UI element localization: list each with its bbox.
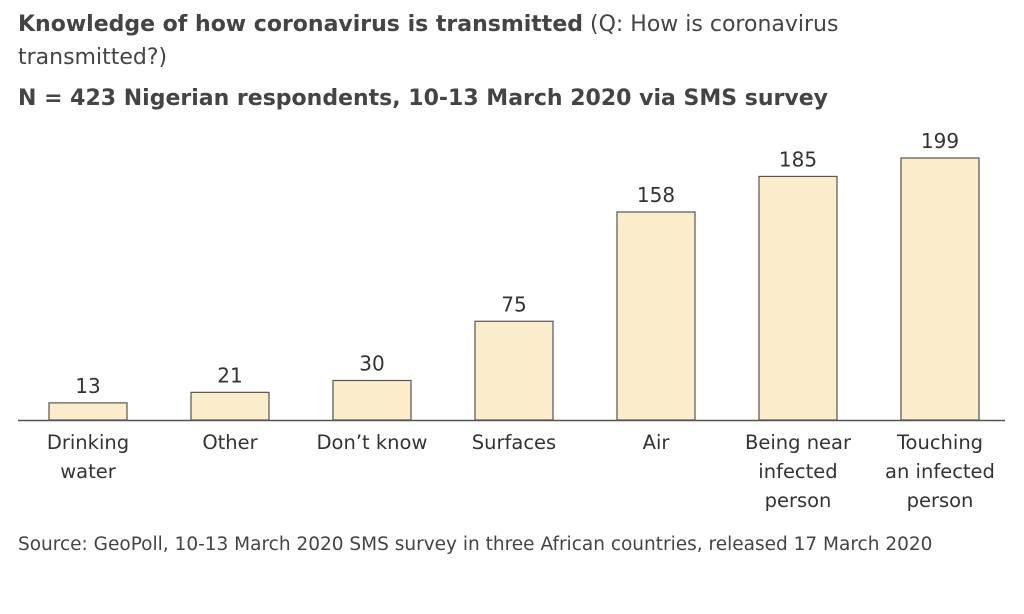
bar [616,211,696,421]
title-note: (Q: How is coronavirus transmitted?) [18,12,839,70]
x-tick-label: Surfaces [471,431,557,454]
bar [900,157,980,421]
value-label: 185 [779,147,817,171]
value-label: 21 [217,363,242,387]
x-tick-label: Other [202,431,258,454]
bar [48,402,128,421]
bar [190,391,270,421]
bar [474,320,554,421]
value-label: 30 [359,352,384,376]
bar [332,379,412,421]
source: Source: GeoPoll, 10-13 March 2020 SMS su… [18,534,933,555]
title-block: Knowledge of how coronavirus is transmit… [18,8,898,74]
x-tick-label: Don’t know [316,431,428,454]
x-tick-label: Touching an infected person [885,431,995,512]
bar [758,175,838,421]
subtitle: N = 423 Nigerian respondents, 10-13 Marc… [18,86,828,111]
chart-title: Knowledge of how coronavirus is transmit… [18,12,583,37]
value-label: 13 [75,374,100,398]
value-label: 199 [921,129,959,153]
value-label: 158 [637,183,675,207]
x-tick-label: Drinking water [46,431,130,483]
x-tick-label: Being near infected person [744,431,852,512]
value-label: 75 [501,292,526,316]
x-tick-label: Air [642,431,670,454]
